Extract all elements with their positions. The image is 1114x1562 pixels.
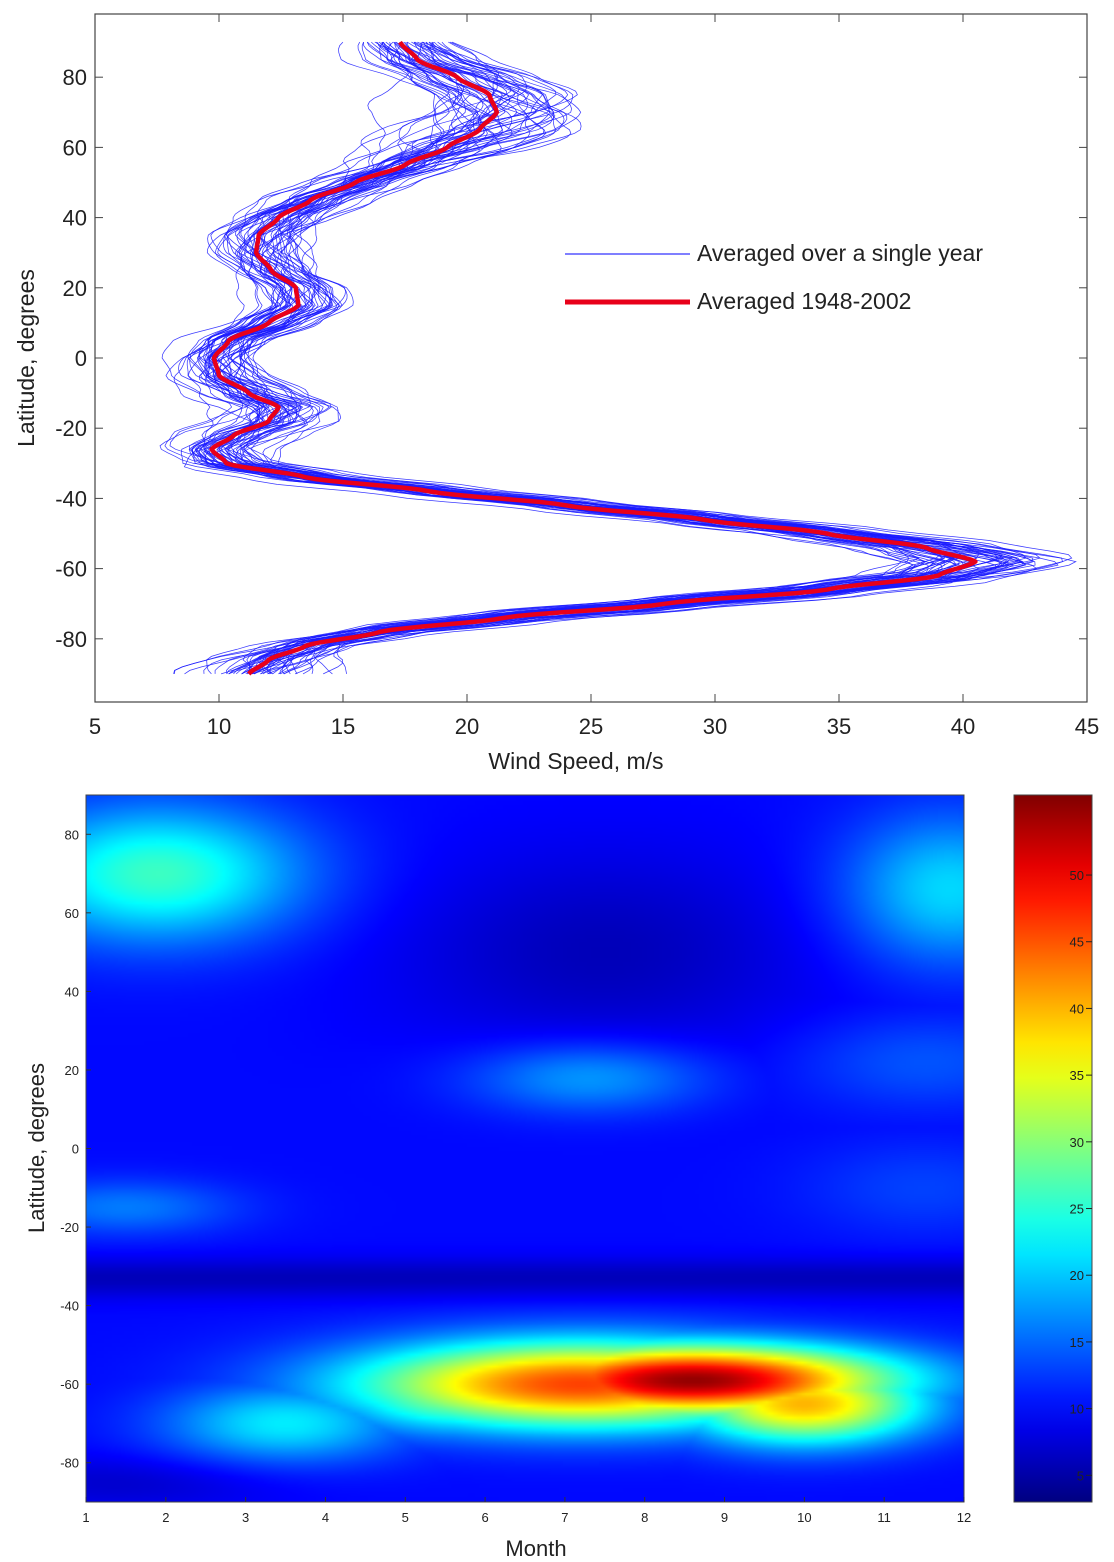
- top-axis-ticks: 5 10 15 20 25 30 35 40 45 -80 -60 -40 -20 0 20 40 60 80: [55, 14, 1099, 739]
- single-year-line: [161, 41, 910, 675]
- top-y-tick-label: 80: [63, 65, 87, 90]
- top-x-axis-label: Wind Speed, m/s: [488, 748, 663, 774]
- colorbar-ticks: 5 10 15 20 25 30 35 40 45 50: [1070, 868, 1092, 1483]
- single-year-line: [203, 41, 1010, 675]
- heatmap-y-tick-label: -80: [60, 1456, 79, 1471]
- heatmap-x-tick-label: 9: [721, 1510, 728, 1525]
- top-x-tick-label: 45: [1075, 714, 1099, 739]
- top-plot-area: [94, 13, 1088, 703]
- single-year-line: [220, 41, 1003, 675]
- single-year-line: [187, 41, 946, 675]
- heatmap-x-tick-label: 6: [481, 1510, 488, 1525]
- heatmap-x-tick-label: 7: [561, 1510, 568, 1525]
- heatmap-y-tick-label: 60: [65, 906, 79, 921]
- top-x-tick-label: 40: [951, 714, 975, 739]
- heatmap-x-tick-label: 10: [797, 1510, 811, 1525]
- heatmap-image: [86, 795, 964, 1502]
- colorbar-tick-label: 30: [1070, 1135, 1084, 1150]
- colorbar-tick-label: 25: [1070, 1202, 1084, 1217]
- colorbar-tick-label: 50: [1070, 868, 1084, 883]
- colorbar-tick-label: 40: [1070, 1001, 1084, 1016]
- heatmap-y-tick-label: -40: [60, 1299, 79, 1314]
- heatmap-x-tick-label: 1: [82, 1510, 89, 1525]
- top-x-tick-label: 10: [207, 714, 231, 739]
- heatmap-x-tick-label: 11: [877, 1510, 891, 1525]
- heatmap-x-tick-label: 4: [322, 1510, 329, 1525]
- single-year-line: [165, 41, 945, 674]
- heatmap-x-axis-label: Month: [505, 1536, 566, 1561]
- top-y-tick-label: -40: [55, 486, 87, 511]
- colorbar-gradient: [1013, 794, 1093, 1503]
- heatmap-x-tick-label: 3: [242, 1510, 249, 1525]
- colorbar-tick-label: 45: [1070, 935, 1084, 950]
- top-y-axis-label: Latitude, degrees: [13, 269, 39, 447]
- top-y-tick-label: -80: [55, 627, 87, 652]
- heatmap-y-tick-label: -20: [60, 1220, 79, 1235]
- single-year-line: [208, 41, 1009, 675]
- top-x-tick-label: 20: [455, 714, 479, 739]
- average-1948-2002-line: [209, 40, 978, 676]
- top-x-tick-label: 15: [331, 714, 355, 739]
- heatmap-y-tick-label: 0: [72, 1142, 79, 1157]
- single-year-line: [222, 41, 957, 675]
- heatmap-y-tick-label: -60: [60, 1377, 79, 1392]
- colorbar-tick-label: 10: [1070, 1402, 1084, 1417]
- single-year-line: [190, 42, 945, 675]
- single-year-line: [208, 41, 1013, 674]
- heatmap-x-tick-label: 12: [957, 1510, 971, 1525]
- heatmap-x-tick-label: 8: [641, 1510, 648, 1525]
- colorbar-tick-label: 35: [1070, 1068, 1084, 1083]
- legend-label-average: Averaged 1948-2002: [697, 288, 911, 314]
- top-legend: Averaged over a single year Averaged 194…: [565, 240, 983, 314]
- heatmap-y-tick-label: 40: [65, 984, 79, 999]
- top-chart: 5 10 15 20 25 30 35 40 45 -80 -60 -40 -20 0 20 40 60 80 W…: [13, 13, 1099, 774]
- top-x-tick-label: 35: [827, 714, 851, 739]
- heatmap-y-tick-label: 80: [65, 827, 79, 842]
- top-y-tick-label: -60: [55, 557, 87, 582]
- single-year-line: [206, 41, 916, 675]
- heatmap-x-tick-label: 2: [162, 1510, 169, 1525]
- heatmap-x-tick-label: 5: [402, 1510, 409, 1525]
- colorbar-tick-label: 5: [1077, 1468, 1084, 1483]
- top-y-tick-label: -20: [55, 416, 87, 441]
- single-year-line: [217, 41, 1063, 675]
- top-x-tick-label: 30: [703, 714, 727, 739]
- colorbar-tick-label: 15: [1070, 1335, 1084, 1350]
- top-y-tick-label: 60: [63, 135, 87, 160]
- top-series-lines: [159, 40, 1077, 676]
- heatmap-y-tick-label: 20: [65, 1063, 79, 1078]
- single-year-line: [218, 41, 935, 675]
- colorbar-tick-label: 20: [1070, 1268, 1084, 1283]
- top-x-tick-label: 5: [89, 714, 101, 739]
- single-year-line: [194, 41, 920, 675]
- top-x-tick-label: 25: [579, 714, 603, 739]
- heatmap-y-axis-label: Latitude, degrees: [24, 1063, 49, 1233]
- legend-label-single-year: Averaged over a single year: [697, 240, 983, 266]
- single-year-line: [200, 41, 1035, 675]
- top-y-tick-label: 0: [75, 346, 87, 371]
- top-y-tick-label: 20: [63, 276, 87, 301]
- colorbar: 5 10 15 20 25 30 35 40 45 50: [1013, 794, 1093, 1503]
- top-y-tick-label: 40: [63, 206, 87, 231]
